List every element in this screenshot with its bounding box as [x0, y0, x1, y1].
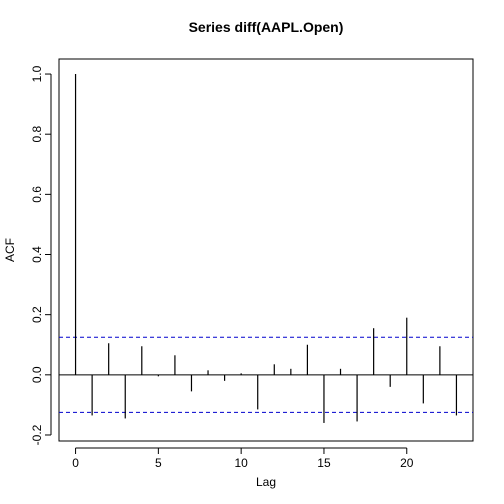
y-tick-label: 0.4	[30, 246, 44, 263]
x-tick-label: 10	[234, 456, 248, 470]
x-tick-label: 20	[400, 456, 414, 470]
plot-box	[58, 58, 474, 442]
y-axis: -0.2 0.0 0.2 0.4 0.6 0.8 1.0	[30, 65, 52, 445]
y-tick-label: 1.0	[30, 65, 44, 82]
chart-title: Series diff(AAPL.Open)	[189, 19, 344, 35]
y-axis-label: ACF	[3, 238, 17, 262]
x-tick-label: 5	[155, 456, 162, 470]
x-axis-label: Lag	[256, 475, 276, 489]
y-tick-label: 0.6	[30, 186, 44, 203]
x-tick-label: 15	[317, 456, 331, 470]
y-tick-label: 0.2	[30, 306, 44, 323]
x-tick-label: 0	[72, 456, 79, 470]
y-tick-label: 0.0	[30, 366, 44, 383]
y-tick-label: 0.8	[30, 126, 44, 143]
y-tick-label: -0.2	[30, 424, 44, 445]
acf-bars	[74, 74, 458, 423]
x-axis: 0 5 10 15 20	[72, 447, 414, 470]
